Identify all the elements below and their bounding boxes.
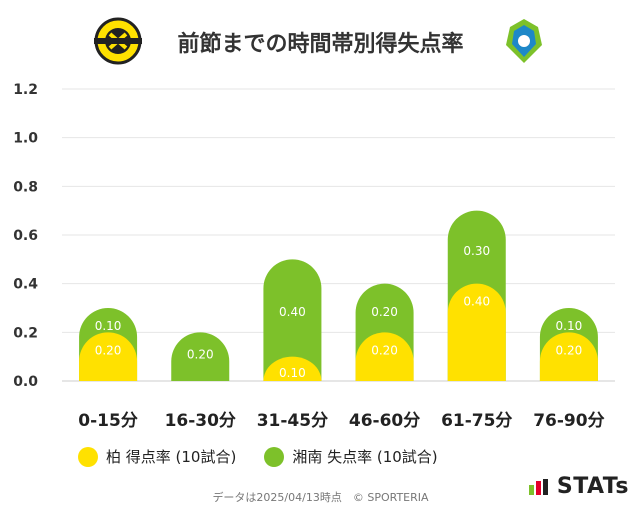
x-category-label: 0-15分 (78, 411, 138, 431)
y-tick-label: 0.0 (13, 374, 38, 390)
bar-away (171, 332, 230, 381)
bar-label-home: 0.40 (463, 295, 490, 309)
bar-label-home: 0.10 (279, 366, 306, 380)
bar-home (79, 332, 138, 381)
x-category-label: 46-60分 (349, 411, 420, 431)
bar-label-away: 0.10 (95, 319, 122, 333)
stats-logo-icon (528, 478, 548, 495)
footer-credit: データは2025/04/13時点 © SPORTERIA (212, 491, 429, 504)
stats-brand-text: STATs (556, 474, 629, 499)
bar-home (447, 283, 506, 381)
y-tick-label: 0.4 (13, 277, 38, 293)
legend-home-swatch (78, 446, 98, 467)
bar-label-home: 0.20 (371, 343, 398, 357)
legend-item-home: 柏 得点率 (10試合) (78, 446, 236, 467)
bar-label-home: 0.20 (95, 343, 122, 357)
legend: 柏 得点率 (10試合) 湘南 失点率 (10試合) (78, 446, 438, 467)
bar-label-away: 0.10 (556, 319, 583, 333)
bar-label-away: 0.30 (463, 244, 490, 258)
stats-brand: STATs (528, 474, 629, 499)
shonan-logo-icon (506, 19, 542, 63)
bar-label-away: 0.40 (279, 305, 306, 319)
legend-item-away: 湘南 失点率 (10試合) (264, 446, 438, 467)
x-category-label: 61-75分 (441, 411, 512, 431)
y-tick-label: 0.8 (13, 179, 38, 195)
bar-home (539, 332, 598, 381)
y-tick-label: 1.0 (13, 131, 38, 147)
bar-label-away: 0.20 (371, 305, 398, 319)
bar-label-away: 0.20 (187, 347, 214, 361)
legend-away-label: 湘南 失点率 (10試合) (292, 448, 438, 466)
legend-away-swatch (264, 446, 285, 467)
bar-home (263, 356, 322, 381)
y-tick-label: 1.2 (13, 82, 38, 98)
chart-canvas: 0.0 0.2 0.4 0.6 0.8 1.0 1.2 0.10 0.20 0-15分 0.20 1… (13, 17, 615, 431)
x-category-label: 31-45分 (257, 411, 328, 431)
x-category-label: 16-30分 (165, 411, 236, 431)
x-category-label: 76-90分 (533, 411, 604, 431)
legend-home-label: 柏 得点率 (10試合) (106, 448, 237, 466)
bar-label-home: 0.20 (556, 343, 583, 357)
bar-away (263, 259, 322, 381)
y-tick-label: 0.2 (13, 325, 38, 341)
kashiwa-logo-icon (94, 17, 142, 65)
bar-home (355, 332, 414, 381)
y-tick-label: 0.6 (13, 228, 38, 244)
chart-title: 前節までの時間帯別得失点率 (177, 32, 464, 57)
